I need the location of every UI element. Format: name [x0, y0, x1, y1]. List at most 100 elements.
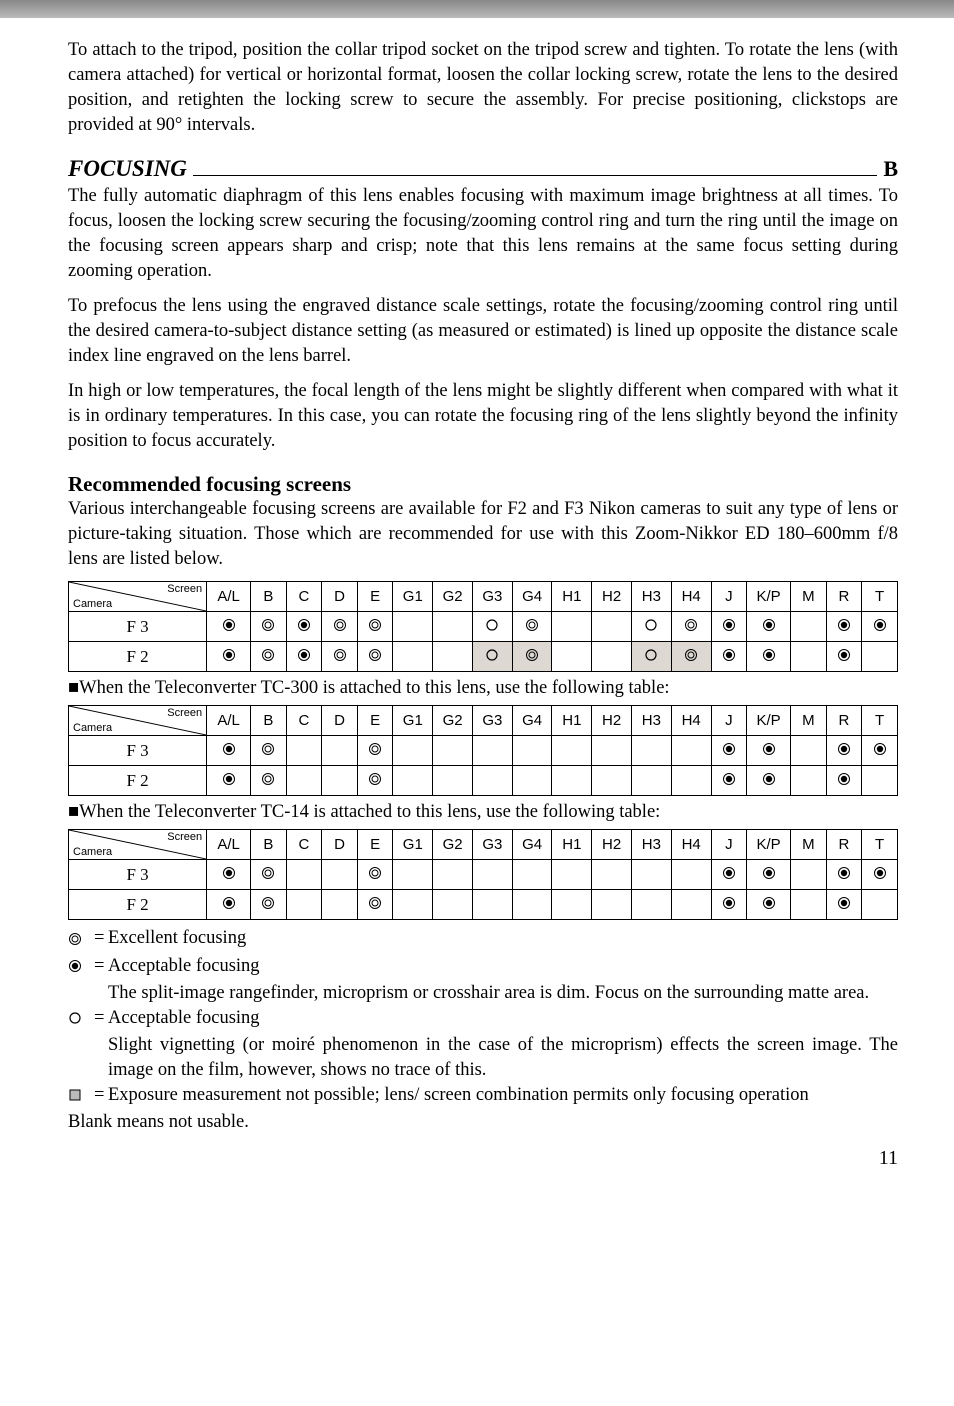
table-cell [632, 860, 672, 890]
col-header: H4 [671, 706, 711, 736]
col-header: H1 [552, 582, 592, 612]
row-label: F 3 [69, 860, 207, 890]
table-cell [747, 766, 791, 796]
legend-symbol [68, 1006, 94, 1033]
table-cell [747, 736, 791, 766]
col-header: G1 [393, 582, 433, 612]
table-cell [322, 736, 358, 766]
col-header: G4 [512, 830, 552, 860]
table-cell [322, 612, 358, 642]
col-header: K/P [747, 706, 791, 736]
table-cell [791, 766, 827, 796]
col-header: R [826, 706, 862, 736]
table-cell [826, 642, 862, 672]
screen-table: ScreenCameraA/LBCDEG1G2G3G4H1H2H3H4JK/PM… [68, 581, 898, 672]
table-cell [286, 860, 322, 890]
table-cell [357, 612, 393, 642]
col-header: B [251, 582, 287, 612]
table-cell [512, 766, 552, 796]
col-header: G1 [393, 706, 433, 736]
table-cell [207, 736, 251, 766]
corner-screen-label: Screen [167, 831, 202, 843]
col-header: A/L [207, 830, 251, 860]
legend-symbol [68, 926, 94, 953]
table-cell [322, 642, 358, 672]
table-cell [747, 860, 791, 890]
table-cell [286, 736, 322, 766]
table-cell [393, 642, 433, 672]
col-header: H3 [632, 582, 672, 612]
col-header: K/P [747, 830, 791, 860]
screen-table: ScreenCameraA/LBCDEG1G2G3G4H1H2H3H4JK/PM… [68, 705, 898, 796]
table-cell [286, 890, 322, 920]
table-cell [632, 766, 672, 796]
col-header: B [251, 830, 287, 860]
col-header: J [711, 706, 747, 736]
table-cell [207, 890, 251, 920]
table-cell [286, 642, 322, 672]
heading-focusing-b: B [883, 156, 898, 182]
col-header: M [791, 706, 827, 736]
col-header: T [862, 706, 898, 736]
corner-screen-label: Screen [167, 707, 202, 719]
table-cell [357, 890, 393, 920]
legend-equals: = [94, 926, 108, 953]
table-cell [791, 612, 827, 642]
col-header: J [711, 830, 747, 860]
col-header: H4 [671, 830, 711, 860]
row-label: F 3 [69, 612, 207, 642]
table-2-container: ScreenCameraA/LBCDEG1G2G3G4H1H2H3H4JK/PM… [68, 705, 898, 796]
table-cell [433, 642, 473, 672]
table-cell [592, 736, 632, 766]
col-header: H3 [632, 706, 672, 736]
corner-camera-label: Camera [73, 846, 112, 858]
legend-row: =Acceptable focusing [68, 954, 898, 981]
col-header: G4 [512, 706, 552, 736]
table-cell [472, 642, 512, 672]
table-cell [671, 890, 711, 920]
table-cell [207, 766, 251, 796]
para-screens: Various interchangeable focusing screens… [68, 497, 898, 572]
table-cell [791, 642, 827, 672]
col-header: H2 [592, 706, 632, 736]
table-cell [862, 766, 898, 796]
table-cell [711, 890, 747, 920]
col-header: H2 [592, 582, 632, 612]
table-cell [862, 890, 898, 920]
table-cell [747, 642, 791, 672]
corner-screen-label: Screen [167, 583, 202, 595]
table-cell [711, 766, 747, 796]
table-cell [632, 642, 672, 672]
col-header: D [322, 706, 358, 736]
table-cell [472, 612, 512, 642]
table-cell [711, 736, 747, 766]
table-cell [671, 642, 711, 672]
screen-table: ScreenCameraA/LBCDEG1G2G3G4H1H2H3H4JK/PM… [68, 829, 898, 920]
col-header: G2 [433, 706, 473, 736]
table-cell [393, 860, 433, 890]
row-label: F 2 [69, 766, 207, 796]
legend-equals: = [94, 954, 108, 981]
table-cell [251, 736, 287, 766]
col-header: G4 [512, 582, 552, 612]
table-cell [433, 736, 473, 766]
heading-focusing-row: FOCUSING B [68, 156, 898, 182]
table-cell [862, 612, 898, 642]
col-header: G3 [472, 706, 512, 736]
row-label: F 2 [69, 642, 207, 672]
col-header: C [286, 830, 322, 860]
col-header: R [826, 830, 862, 860]
table-cell [251, 890, 287, 920]
table-cell [393, 766, 433, 796]
table-cell [711, 612, 747, 642]
col-header: G3 [472, 582, 512, 612]
table-cell [512, 860, 552, 890]
table-cell [747, 612, 791, 642]
table-cell [433, 890, 473, 920]
legend-symbol [68, 954, 94, 981]
table-cell [552, 612, 592, 642]
table-cell [472, 736, 512, 766]
table-cell [472, 890, 512, 920]
table-cell [671, 612, 711, 642]
table-cell [251, 642, 287, 672]
